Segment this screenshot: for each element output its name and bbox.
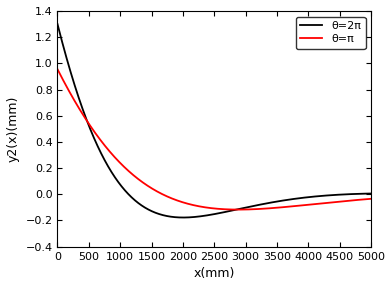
θ=π — [55, 67, 60, 71]
Line: θ=2π: θ=2π — [58, 24, 371, 218]
θ=π — [109, 152, 114, 156]
θ=π — [329, 201, 334, 204]
X-axis label: x(mm): x(mm) — [194, 267, 235, 280]
θ=2π — [181, 216, 186, 219]
Y-axis label: y2(x)(mm): y2(x)(mm) — [7, 96, 20, 162]
θ=2π — [91, 135, 96, 138]
θ=2π — [363, 192, 367, 195]
θ=π — [175, 199, 180, 202]
θ=π — [236, 208, 241, 211]
θ=2π — [55, 22, 60, 26]
θ=2π — [109, 171, 114, 174]
θ=2π — [189, 216, 194, 219]
θ=2π — [369, 192, 374, 195]
θ=π — [189, 203, 194, 206]
θ=π — [369, 197, 374, 201]
Line: θ=π: θ=π — [58, 69, 371, 210]
θ=π — [91, 129, 96, 132]
θ=π — [363, 197, 367, 201]
θ=2π — [329, 193, 334, 197]
θ=2π — [175, 216, 180, 219]
Legend: θ=2π, θ=π: θ=2π, θ=π — [296, 16, 365, 49]
